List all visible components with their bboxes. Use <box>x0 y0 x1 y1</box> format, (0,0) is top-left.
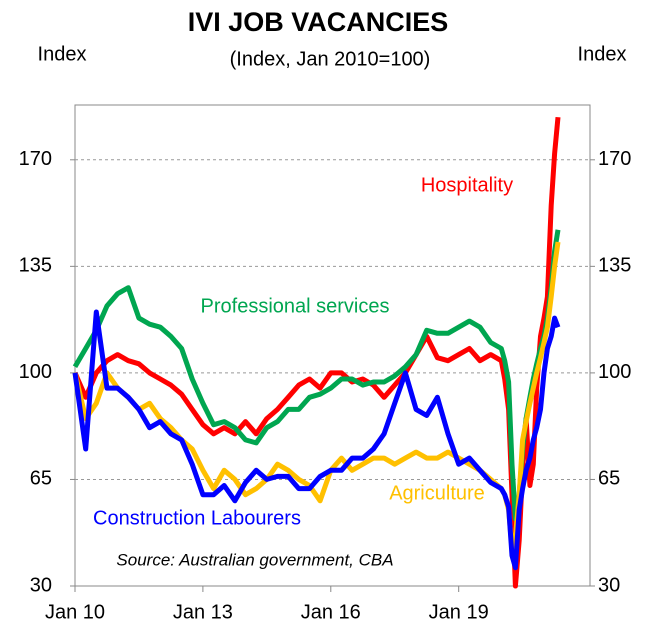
series-label: Hospitality <box>421 174 513 196</box>
y2-tick-label: 30 <box>598 574 620 596</box>
y-tick-label: 30 <box>30 574 52 596</box>
x-tick-label: Jan 13 <box>173 601 233 623</box>
x-tick-label: Jan 10 <box>45 601 105 623</box>
y2-tick-label: 135 <box>598 255 631 277</box>
series-label: Professional services <box>201 295 390 317</box>
x-tick-label: Jan 19 <box>429 601 489 623</box>
y2-tick-label: 100 <box>598 361 631 383</box>
y-tick-label: 65 <box>30 468 52 490</box>
x-tick-label: Jan 16 <box>301 601 361 623</box>
series-line <box>72 309 561 571</box>
y2-tick-label: 65 <box>598 468 620 490</box>
chart-subtitle: (Index, Jan 2010=100) <box>230 48 431 70</box>
series-label: Agriculture <box>389 482 485 504</box>
y-tick-label: 135 <box>19 255 52 277</box>
source-note: Source: Australian government, CBA <box>116 550 393 569</box>
y2-tick-label: 170 <box>598 148 631 170</box>
y-tick-label: 100 <box>19 361 52 383</box>
y-tick-label: 170 <box>19 148 52 170</box>
y2-axis-label: Index <box>578 43 627 65</box>
y-axis-label: Index <box>38 43 87 65</box>
plot-frame <box>74 104 591 587</box>
chart-title: IVI JOB VACANCIES <box>188 7 449 37</box>
series-label: Construction Labourers <box>93 507 301 529</box>
series-line <box>72 241 561 552</box>
